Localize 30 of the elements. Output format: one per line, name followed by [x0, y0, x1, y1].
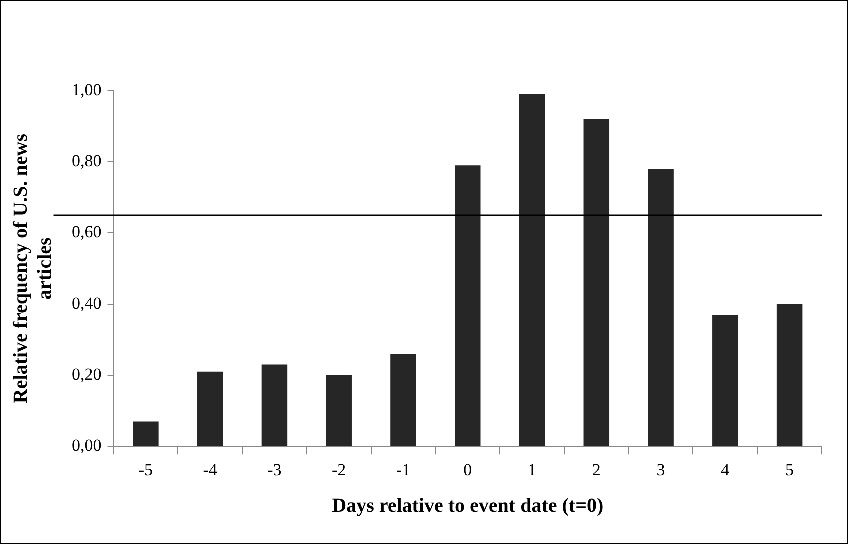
y-axis-title: Relative frequency of U.S. news articles [10, 134, 56, 404]
x-tick-label: -3 [268, 460, 282, 480]
bar [584, 119, 610, 446]
bar [648, 169, 674, 446]
x-tick-label: 5 [786, 460, 794, 480]
bar [519, 94, 546, 446]
y-tick-label: 0,40 [72, 294, 102, 313]
y-tick-label: 0,80 [72, 152, 102, 171]
x-tick-label: 2 [592, 460, 601, 480]
x-tick-label: -2 [332, 460, 346, 480]
y-tick-label: 0,60 [72, 222, 102, 242]
x-tick-label: 1 [528, 460, 537, 480]
bar [390, 354, 416, 446]
x-tick-label: -1 [396, 460, 411, 480]
bar [133, 422, 159, 446]
y-tick-label: 0,00 [72, 436, 102, 456]
x-tick-label: 0 [464, 460, 472, 480]
x-tick-label: -5 [138, 460, 154, 480]
bar [262, 364, 288, 446]
x-tick-label: 3 [656, 460, 666, 480]
bar [197, 372, 224, 446]
y-tick-label: 1,00 [72, 80, 102, 100]
bar [776, 304, 803, 446]
x-tick-label: -4 [203, 460, 218, 480]
bar [326, 375, 352, 446]
y-tick-label: 0,20 [72, 364, 102, 384]
bar [455, 166, 481, 446]
x-axis-title: Days relative to event date (t=0) [332, 495, 604, 518]
x-tick-label: 4 [721, 460, 730, 480]
bar [712, 315, 738, 446]
